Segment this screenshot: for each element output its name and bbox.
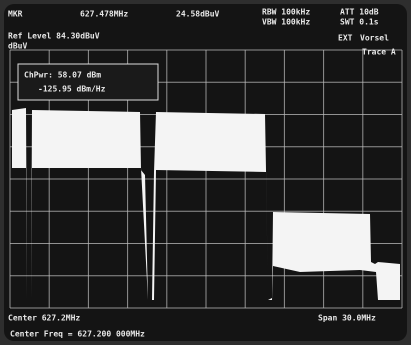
marker-box bbox=[17, 63, 159, 101]
status-text: 24.58dBuV bbox=[176, 10, 220, 19]
status-text: RBW 100kHz bbox=[262, 8, 310, 17]
footer-center: Center 627.2MHz bbox=[8, 314, 80, 323]
ext: EXT bbox=[338, 34, 353, 43]
marker-line: ChPwr: 58.07 dBm bbox=[24, 71, 101, 80]
footer-span: Span 30.0MHz bbox=[318, 314, 376, 323]
status-text: SWT 0.1s bbox=[340, 18, 379, 27]
trace-signal bbox=[12, 108, 400, 300]
trace-label: Trace A bbox=[362, 48, 396, 57]
status-text: MKR bbox=[8, 10, 23, 19]
footer-center-freq: Center Freq = 627.200 000MHz bbox=[10, 330, 145, 339]
ref-level: Ref Level 84.30dBuV bbox=[8, 32, 100, 41]
unit: dBuV bbox=[8, 42, 27, 51]
marker-line: -125.95 dBm/Hz bbox=[38, 85, 106, 94]
status-text: ATT 10dB bbox=[340, 8, 379, 17]
mode: Vorsel bbox=[360, 34, 389, 43]
status-text: 627.478MHz bbox=[80, 10, 128, 19]
status-text: VBW 100kHz bbox=[262, 18, 310, 27]
trace bbox=[12, 108, 400, 300]
